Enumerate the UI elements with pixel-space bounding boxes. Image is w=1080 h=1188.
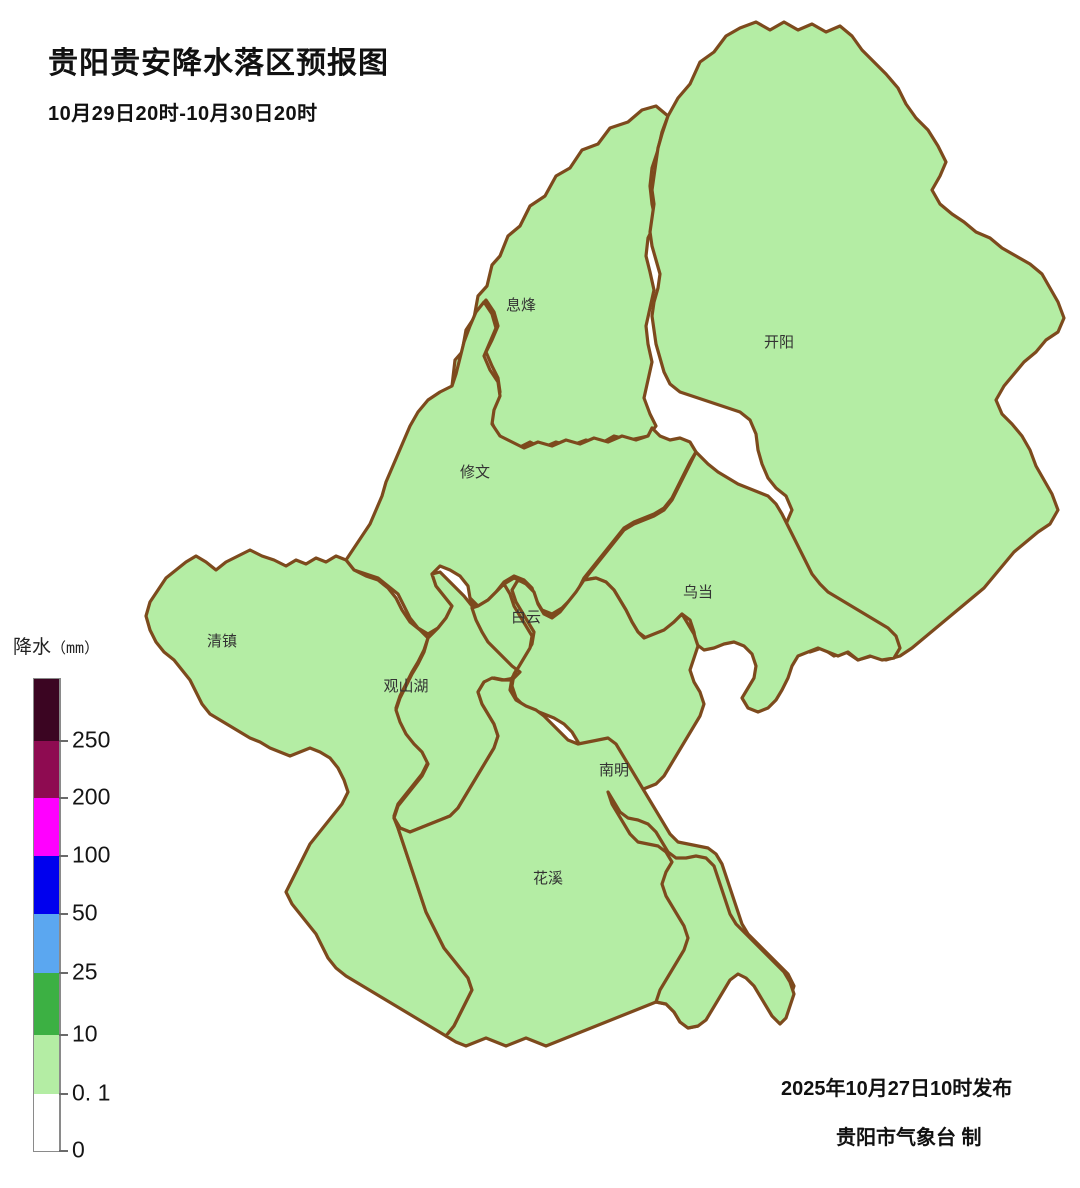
colorbar-tick-7 [59, 1150, 68, 1152]
colorbar-tick-label-1: 200 [72, 783, 111, 810]
county-label-nanming: 南明 [599, 762, 629, 779]
colorbar-segment-1 [34, 741, 59, 798]
precipitation-colorbar[interactable] [33, 678, 60, 1152]
colorbar-tick-3 [59, 913, 68, 915]
colorbar-tick-6 [59, 1093, 68, 1095]
colorbar-tick-label-6: 0. 1 [72, 1079, 111, 1106]
colorbar-tick-0 [59, 740, 68, 742]
colorbar-title-text: 降水 [13, 637, 52, 658]
colorbar-tick-label-0: 250 [72, 726, 111, 753]
region-xifeng[interactable] [450, 104, 670, 450]
page-title: 贵阳贵安降水落区预报图 [48, 47, 389, 80]
colorbar-segment-2 [34, 798, 59, 856]
map-regions [144, 20, 1066, 1048]
county-label-wudang: 乌当 [683, 584, 713, 601]
region-kaiyang[interactable] [648, 20, 1066, 662]
colorbar-tick-label-5: 10 [72, 1020, 98, 1047]
colorbar-segment-6 [34, 1035, 59, 1094]
county-label-huaxi: 花溪 [533, 870, 563, 887]
issuer-text: 贵阳市气象台 制 [836, 1127, 982, 1149]
forecast-period-subtitle: 10月29日20时-10月30日20时 [48, 103, 318, 125]
county-label-qingzhen: 清镇 [207, 633, 237, 650]
colorbar-tick-1 [59, 797, 68, 799]
region-nanming-south-tail[interactable] [606, 790, 796, 1030]
colorbar-tick-4 [59, 972, 68, 974]
colorbar-segment-3 [34, 856, 59, 914]
colorbar-axis-line [59, 678, 61, 1151]
county-label-xiuwen: 修文 [460, 464, 490, 481]
colorbar-tick-label-3: 50 [72, 899, 98, 926]
colorbar-tick-2 [59, 855, 68, 857]
colorbar-segment-4 [34, 914, 59, 973]
county-label-baiyun: 白云 [511, 609, 541, 626]
issue-time-text: 2025年10月27日10时发布 [781, 1078, 1013, 1100]
colorbar-unit-text: （mm） [51, 639, 100, 657]
county-label-xifeng: 息烽 [506, 297, 536, 314]
colorbar-segment-5 [34, 973, 59, 1035]
colorbar-segment-7 [34, 1094, 59, 1151]
colorbar-title: 降水（mm） [13, 632, 99, 659]
colorbar-segment-0 [34, 679, 59, 741]
county-labels: 息烽 开阳 修文 乌当 白云 清镇 观山湖 南明 花溪 [207, 297, 794, 887]
region-wudang[interactable] [582, 450, 902, 714]
colorbar-tick-label-4: 25 [72, 958, 98, 985]
county-label-kaiyang: 开阳 [764, 334, 794, 351]
colorbar-tick-label-2: 100 [72, 841, 111, 868]
county-label-guanshanhu: 观山湖 [383, 678, 428, 695]
colorbar-tick-label-7: 0 [72, 1136, 85, 1163]
colorbar-tick-5 [59, 1034, 68, 1036]
